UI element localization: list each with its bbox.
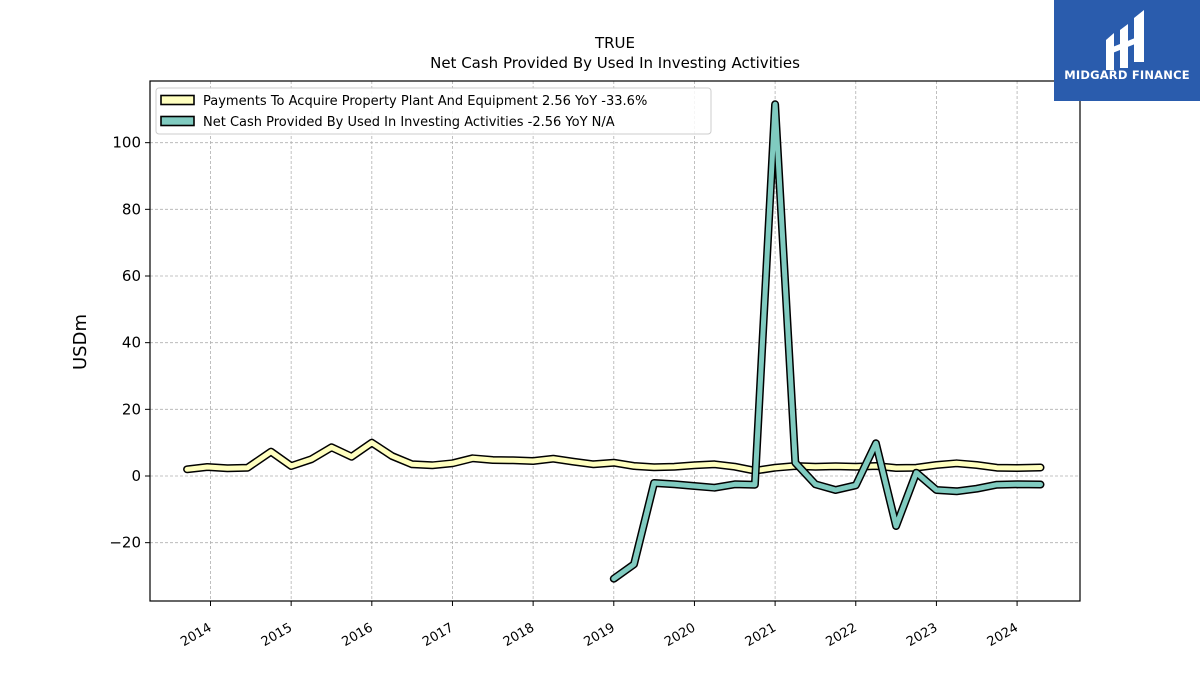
- x-tick-label: 2022: [823, 620, 859, 650]
- chart-title: TRUE: [594, 34, 635, 52]
- legend-swatch: [160, 94, 195, 106]
- x-tick-label: 2014: [178, 620, 214, 650]
- x-tick-label: 2021: [743, 620, 779, 650]
- series-1-line: [611, 101, 1043, 582]
- legend-swatch: [160, 115, 195, 127]
- x-tick-label: 2016: [340, 620, 376, 650]
- series-1-outline: [609, 100, 1045, 583]
- y-tick-label: 100: [112, 134, 141, 152]
- midgard-finance-logo: MIDGARD FINANCE: [1054, 0, 1200, 101]
- y-tick-label: 20: [122, 400, 141, 418]
- x-tick-label: 2024: [985, 620, 1021, 650]
- y-tick-label: 40: [122, 334, 141, 352]
- plot-frame: [149, 80, 1081, 602]
- x-tick-label: 2017: [420, 620, 456, 650]
- x-tick-label: 2015: [259, 620, 295, 650]
- grid: [150, 81, 1080, 601]
- y-tick-label: −20: [109, 534, 141, 552]
- y-axis-label: USDm: [70, 314, 91, 370]
- series-0-line: [184, 440, 1043, 474]
- y-tick-label: 60: [122, 267, 141, 285]
- x-tick-label: 2019: [582, 620, 618, 650]
- y-tick-label: 80: [122, 200, 141, 218]
- x-tick-label: 2018: [501, 620, 537, 650]
- series-layer: [183, 100, 1045, 583]
- axes: −20 0 20 40 60 80 100 2014 2015 2016 2017 2018 2019 2…: [109, 134, 1021, 650]
- legend: Payments To Acquire Property Plant And E…: [155, 87, 712, 135]
- x-tick-label: 2023: [904, 620, 940, 650]
- y-tick-label: 0: [131, 467, 141, 485]
- logo-mark-icon: [1106, 10, 1144, 70]
- legend-label: Payments To Acquire Property Plant And E…: [203, 94, 647, 109]
- legend-box: [155, 87, 712, 135]
- legend-label: Net Cash Provided By Used In Investing A…: [203, 115, 615, 130]
- logo-text: MIDGARD FINANCE: [1064, 68, 1190, 82]
- chart-subtitle: Net Cash Provided By Used In Investing A…: [430, 54, 800, 72]
- x-tick-label: 2020: [662, 620, 698, 650]
